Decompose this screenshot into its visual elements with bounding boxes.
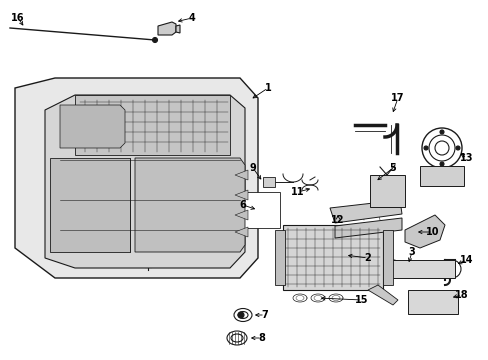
Circle shape [146,266,149,269]
Bar [369,175,404,207]
Polygon shape [235,190,247,200]
Polygon shape [176,25,180,33]
Text: 8: 8 [258,333,265,343]
Ellipse shape [234,309,251,321]
Ellipse shape [238,311,247,319]
Text: 3: 3 [408,247,414,257]
Text: 4: 4 [188,13,195,23]
Circle shape [152,37,157,42]
Polygon shape [15,78,258,278]
Ellipse shape [76,216,84,220]
Polygon shape [404,215,444,248]
Bar [244,192,280,228]
Text: 12: 12 [330,215,344,225]
Circle shape [439,130,443,134]
Ellipse shape [230,334,243,342]
Circle shape [423,146,427,150]
Polygon shape [158,22,176,35]
Text: 9: 9 [249,163,256,173]
Bar [382,230,392,285]
Circle shape [245,174,248,176]
Text: 18: 18 [454,290,468,300]
Bar [407,290,457,314]
Bar [419,166,463,186]
Circle shape [455,146,459,150]
Circle shape [88,86,91,89]
Text: 14: 14 [459,255,473,265]
Ellipse shape [226,331,246,345]
Text: 7: 7 [261,310,268,320]
Polygon shape [367,285,397,305]
Polygon shape [135,158,244,252]
Circle shape [193,86,196,89]
Text: 1: 1 [264,83,271,93]
Text: 17: 17 [390,93,404,103]
Bar [274,230,285,285]
Polygon shape [50,158,130,252]
Polygon shape [235,170,247,180]
Text: 11: 11 [291,187,304,197]
Circle shape [78,216,82,220]
Text: 5: 5 [389,163,396,173]
Text: 10: 10 [426,227,439,237]
Bar [283,225,382,290]
Circle shape [238,312,244,318]
Bar [263,177,274,187]
Polygon shape [334,218,401,238]
Circle shape [384,189,388,193]
Text: 6: 6 [239,200,246,210]
Text: 13: 13 [459,153,473,163]
Circle shape [98,236,102,240]
Polygon shape [235,210,247,220]
Text: 16: 16 [11,13,25,23]
Circle shape [113,246,117,250]
Text: 15: 15 [354,295,368,305]
Ellipse shape [96,235,104,240]
Bar [389,260,454,278]
Text: 2: 2 [364,253,370,263]
Polygon shape [329,200,401,223]
Polygon shape [45,95,244,268]
Polygon shape [75,95,229,155]
Polygon shape [235,227,247,237]
Ellipse shape [111,246,119,251]
Circle shape [439,162,443,166]
Polygon shape [60,105,125,148]
Circle shape [259,207,264,213]
